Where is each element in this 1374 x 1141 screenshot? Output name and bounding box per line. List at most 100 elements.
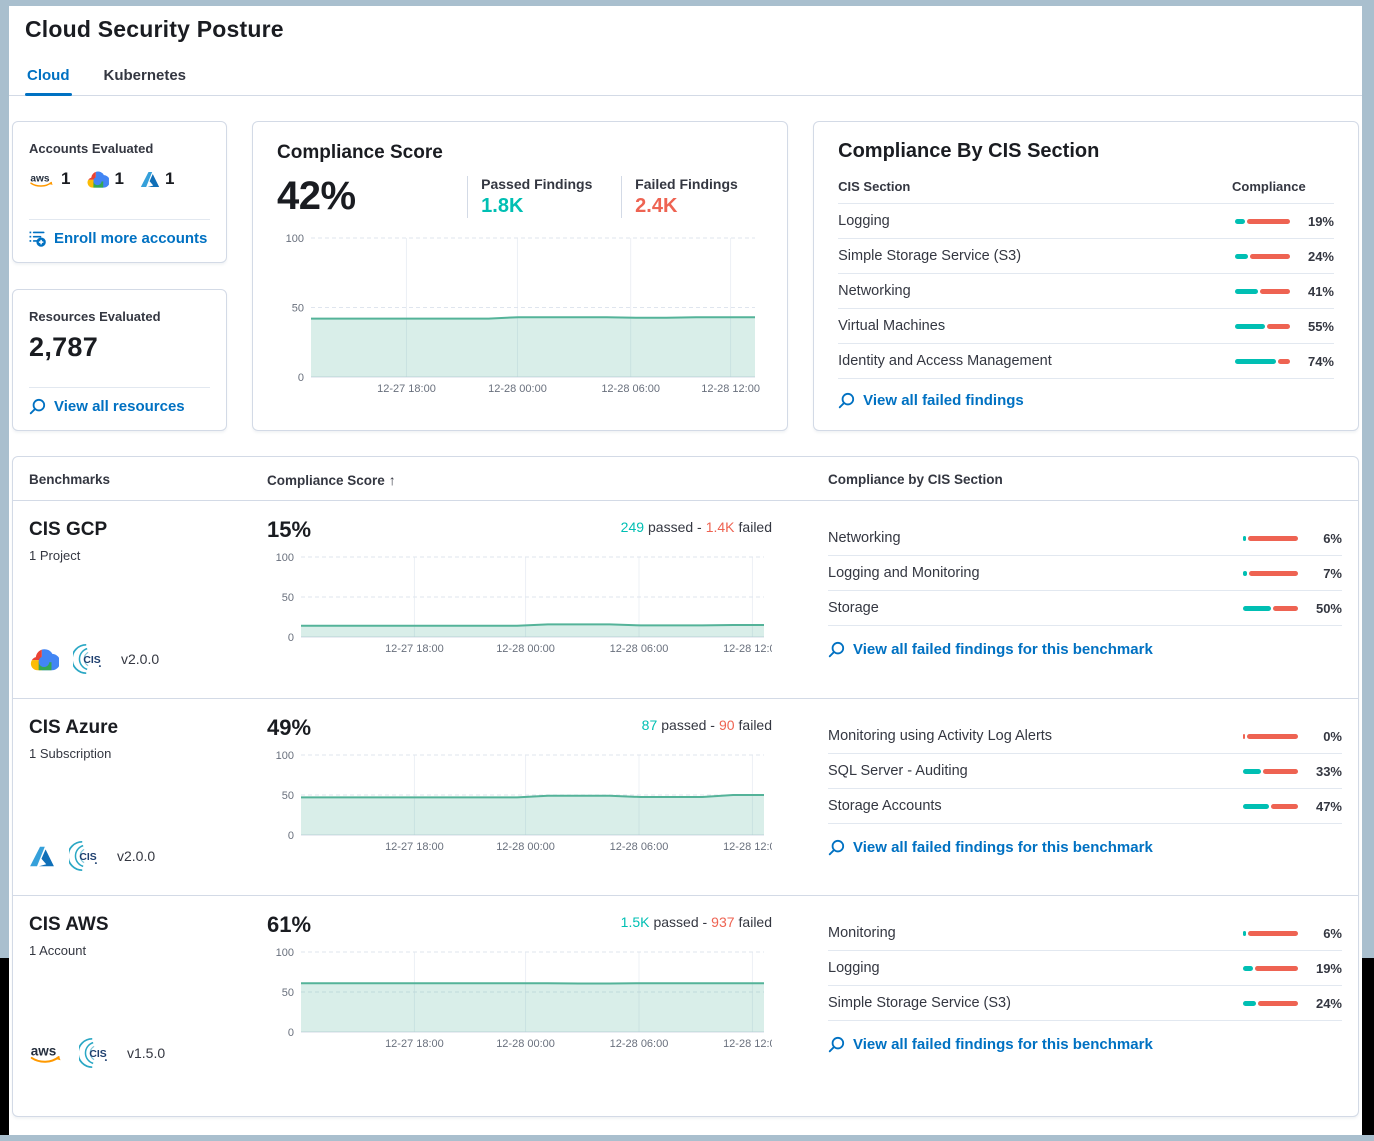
gcp-account-count: 1 <box>86 169 124 189</box>
azure-count-value: 1 <box>164 169 175 188</box>
svg-text:0: 0 <box>288 1027 294 1039</box>
view-failed-findings-benchmark-link[interactable]: View all failed findings for this benchm… <box>828 839 1342 856</box>
benchmark-score: 49% <box>267 715 312 740</box>
search-icon <box>828 1036 845 1053</box>
passed-failed-summary: 249 passed - 1.4K failed <box>620 519 772 535</box>
passed-failed-summary: 87 passed - 90 failed <box>641 717 772 733</box>
enroll-more-accounts-link[interactable]: Enroll more accounts <box>29 230 210 247</box>
svg-text:12-28 06:00: 12-28 06:00 <box>610 643 669 655</box>
svg-text:CIS: CIS <box>89 1049 106 1060</box>
cis-section-card-title: Compliance By CIS Section <box>838 140 1100 162</box>
cis-section-row: Virtual Machines 55% <box>838 309 1334 344</box>
view-failed-findings-benchmark-link[interactable]: View all failed findings for this benchm… <box>828 1036 1342 1053</box>
tab-kubernetes[interactable]: Kubernetes <box>103 67 187 84</box>
svg-text:100: 100 <box>276 947 294 959</box>
aws-icon <box>29 172 54 187</box>
failed-findings-value: 2.4K <box>635 195 678 217</box>
svg-text:50: 50 <box>282 987 294 999</box>
benchmark-row-cis-gcp: CIS GCP 1 Project CIS v2.0.0 15% <box>13 501 1358 698</box>
svg-text:12-28 06:00: 12-28 06:00 <box>610 1038 669 1050</box>
compliance-bar <box>1235 218 1290 224</box>
svg-text:12-28 06:00: 12-28 06:00 <box>610 841 669 853</box>
benchmark-scope: 1 Subscription <box>29 746 112 761</box>
view-all-resources-link[interactable]: View all resources <box>29 398 210 415</box>
svg-text:50: 50 <box>282 592 294 604</box>
svg-text:12-28 00:00: 12-28 00:00 <box>488 383 547 395</box>
cis-section-row: Networking 6% <box>828 521 1342 556</box>
svg-text:CIS: CIS <box>79 852 96 863</box>
svg-text:100: 100 <box>286 233 304 245</box>
compliance-bar <box>1243 535 1298 541</box>
divider <box>29 387 210 388</box>
gcp-icon <box>29 647 59 671</box>
benchmark-score: 61% <box>267 912 312 937</box>
svg-text:12-27 18:00: 12-27 18:00 <box>385 1038 444 1050</box>
svg-text:12-28 12:00: 12-28 12:00 <box>723 841 772 853</box>
passed-failed-summary: 1.5K passed - 937 failed <box>620 914 772 930</box>
aws-account-count: 1 <box>29 169 70 189</box>
compliance-bar <box>1243 733 1298 739</box>
col-compliance-score[interactable]: Compliance Score ↑ <box>267 472 396 488</box>
svg-text:12-27 18:00: 12-27 18:00 <box>385 841 444 853</box>
azure-icon <box>29 845 55 868</box>
compliance-score-trend-chart: 12-27 18:00 12-28 00:00 12-28 06:00 12-28 1… <box>277 232 763 397</box>
compliance-bar <box>1243 768 1298 774</box>
benchmark-row-cis-azure: CIS Azure 1 Subscription CIS v2.0.0 49% <box>13 698 1358 895</box>
cis-section-row: SQL Server - Auditing 33% <box>828 754 1342 789</box>
passed-findings-stat: Passed Findings 1.8K <box>467 176 595 218</box>
screen-artifact-right <box>1362 958 1374 1135</box>
cis-section-row: Identity and Access Management 74% <box>838 344 1334 379</box>
compliance-bar <box>1243 570 1298 576</box>
compliance-score-card: Compliance Score 42% Passed Findings 1.8… <box>252 121 789 431</box>
compliance-bar <box>1243 1000 1298 1006</box>
search-icon <box>838 392 855 409</box>
svg-text:12-28 00:00: 12-28 00:00 <box>496 841 555 853</box>
compliance-bar <box>1243 965 1298 971</box>
compliance-bar <box>1235 253 1290 259</box>
svg-text:CIS: CIS <box>83 655 100 666</box>
cis-section-row: Monitoring 6% <box>828 916 1342 951</box>
svg-text:50: 50 <box>282 790 294 802</box>
svg-text:12-28 00:00: 12-28 00:00 <box>496 1038 555 1050</box>
benchmark-version: v2.0.0 <box>117 848 156 864</box>
failed-findings-stat: Failed Findings 2.4K <box>621 176 749 218</box>
cis-azure-trend-chart: 12-27 18:00 12-28 00:00 12-28 06:00 12-28 1… <box>267 749 782 855</box>
cis-gcp-trend-chart: 12-27 18:00 12-28 00:00 12-28 06:00 12-28 1… <box>267 551 782 657</box>
view-failed-findings-benchmark-link[interactable]: View all failed findings for this benchm… <box>828 641 1342 658</box>
sort-ascending-icon: ↑ <box>388 472 396 488</box>
compliance-bar <box>1235 288 1290 294</box>
compliance-bar <box>1243 605 1298 611</box>
svg-text:100: 100 <box>276 750 294 762</box>
svg-text:12-28 06:00: 12-28 06:00 <box>601 383 660 395</box>
compliance-score-value: 42% <box>277 174 356 218</box>
cis-section-row: Logging 19% <box>838 204 1334 239</box>
gcp-icon <box>86 170 109 188</box>
cis-section-row: Simple Storage Service (S3) 24% <box>828 986 1342 1021</box>
resources-count: 2,787 <box>29 332 99 362</box>
svg-text:100: 100 <box>276 552 294 564</box>
search-icon <box>828 839 845 856</box>
cis-logo-icon: CIS <box>69 839 103 873</box>
search-icon <box>828 641 845 658</box>
benchmark-score: 15% <box>267 517 312 542</box>
compliance-bar <box>1235 323 1290 329</box>
passed-findings-value: 1.8K <box>481 195 524 217</box>
app-window: Cloud Security Posture Cloud Kubernetes … <box>9 6 1362 1135</box>
view-all-failed-findings-link[interactable]: View all failed findings <box>838 392 1334 409</box>
benchmark-version: v2.0.0 <box>121 651 160 667</box>
accounts-evaluated-title: Accounts Evaluated <box>29 141 154 156</box>
cis-table-header: CIS Section Compliance <box>838 163 1334 204</box>
cis-section-row: Networking 41% <box>838 274 1334 309</box>
svg-text:12-28 00:00: 12-28 00:00 <box>496 643 555 655</box>
svg-text:12-27 18:00: 12-27 18:00 <box>377 383 436 395</box>
svg-text:12-28 12:00: 12-28 12:00 <box>723 1038 772 1050</box>
svg-text:0: 0 <box>288 830 294 842</box>
svg-text:0: 0 <box>298 372 304 384</box>
benchmarks-table-header: Benchmarks Compliance Score ↑ Compliance … <box>13 457 1358 501</box>
svg-text:12-27 18:00: 12-27 18:00 <box>385 643 444 655</box>
divider <box>29 219 210 220</box>
compliance-bar <box>1243 803 1298 809</box>
tab-cloud[interactable]: Cloud <box>25 67 72 96</box>
col-benchmarks: Benchmarks <box>29 472 111 487</box>
cis-section-row: Simple Storage Service (S3) 24% <box>838 239 1334 274</box>
